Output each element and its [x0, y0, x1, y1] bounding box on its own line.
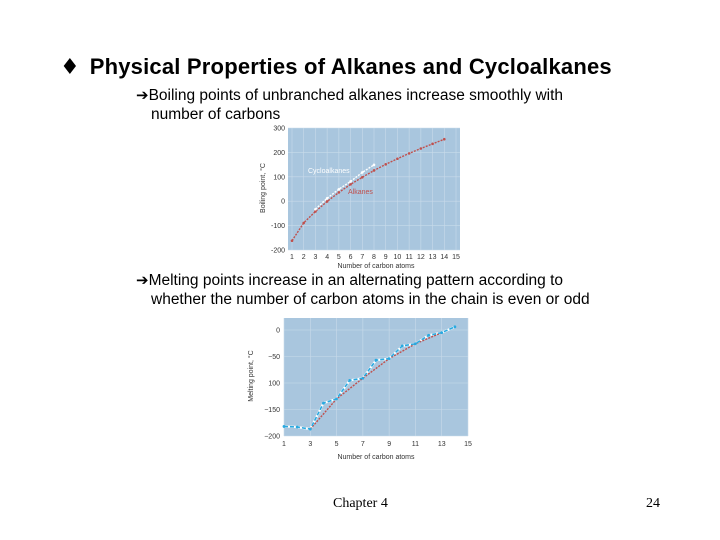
- boiling-data-point: [372, 169, 376, 172]
- boiling-data-point: [384, 163, 388, 166]
- boiling-data-point: [349, 180, 352, 183]
- boiling-data-point: [337, 187, 341, 191]
- boiling-x-tick-label: 6: [349, 254, 353, 261]
- melting-y-tick-label: −50: [268, 354, 280, 361]
- melting-data-point: [374, 358, 378, 362]
- boiling-x-tick-label: 5: [337, 254, 341, 261]
- boiling-y-tick-label: 100: [273, 174, 285, 181]
- boiling-data-point: [337, 191, 341, 194]
- boiling-x-tick-label: 8: [372, 254, 376, 261]
- boiling-x-tick-label: 3: [313, 254, 317, 261]
- melting-x-tick-label: 11: [412, 441, 419, 448]
- melting-data-point: [282, 425, 286, 428]
- melting-x-tick-label: 7: [361, 441, 365, 448]
- boiling-data-point: [431, 142, 434, 146]
- melting-data-point: [348, 378, 352, 382]
- bullet-melting: ➔Melting points increase in an alternati…: [136, 271, 696, 309]
- boiling-legend-alkanes: Alkanes: [348, 189, 373, 196]
- boiling-data-point: [325, 196, 329, 200]
- melting-data-point: [400, 344, 404, 348]
- bullet-melting-line1: Melting points increase in an alternatin…: [148, 272, 564, 289]
- boiling-x-tick-label: 10: [394, 254, 402, 261]
- boiling-legend-cycloalkanes: Cycloalkanes: [308, 168, 350, 175]
- boiling-data-point: [302, 221, 306, 225]
- melting-data-point: [322, 401, 325, 405]
- boiling-data-point: [442, 137, 446, 141]
- boiling-data-point: [360, 171, 364, 174]
- boiling-y-tick-label: 0: [281, 199, 285, 206]
- bullet-boiling: ➔Boiling points of unbranched alkanes in…: [136, 86, 696, 124]
- footer-chapter: Chapter 4: [333, 496, 388, 511]
- melting-data-point: [427, 333, 430, 337]
- melting-chart-panel: [284, 318, 468, 436]
- melting-y-tick-label: −150: [264, 407, 280, 414]
- bullet-boiling-line2: number of carbons: [151, 106, 281, 123]
- melting-y-tick-label: 100: [268, 381, 280, 388]
- melting-data-point: [335, 397, 338, 401]
- slide-title: Physical Properties of Alkanes and Cyclo…: [89, 54, 612, 79]
- melting-y-axis-label: Melting point, °C: [247, 350, 255, 401]
- boiling-x-tick-label: 15: [452, 254, 460, 261]
- boiling-data-point: [325, 200, 329, 203]
- boiling-data-point: [419, 147, 423, 150]
- melting-x-tick-label: 9: [387, 441, 391, 448]
- boiling-x-tick-label: 14: [440, 254, 448, 261]
- boiling-y-tick-label: -200: [271, 248, 285, 255]
- melting-y-tick-label: −200: [264, 434, 280, 441]
- melting-data-point: [308, 427, 312, 431]
- boiling-data-point: [290, 239, 294, 243]
- boiling-data-point: [407, 152, 411, 155]
- boiling-x-axis-label: Number of carbon atoms: [337, 263, 415, 270]
- melting-data-point: [414, 342, 417, 346]
- boiling-x-tick-label: 12: [417, 254, 425, 261]
- boiling-series-line-1: [314, 164, 375, 210]
- diamond-bullet-icon: ♦: [60, 54, 80, 80]
- boiling-x-tick-label: 9: [384, 254, 388, 261]
- boiling-y-axis-label: Boiling point, °C: [259, 163, 267, 213]
- boiling-y-tick-label: 300: [273, 126, 285, 133]
- boiling-data-point: [349, 183, 352, 186]
- melting-x-tick-label: 1: [282, 441, 286, 448]
- boiling-data-point: [314, 207, 317, 211]
- melting-x-tick-label: 3: [308, 441, 312, 448]
- melting-data-point: [440, 331, 444, 335]
- boiling-data-point: [396, 157, 399, 161]
- boiling-x-tick-label: 11: [406, 254, 413, 261]
- melting-x-tick-label: 15: [464, 441, 472, 448]
- melting-trend-line: [309, 332, 442, 430]
- boiling-x-tick-label: 4: [325, 254, 329, 261]
- boiling-data-point: [360, 175, 364, 179]
- page-number: 24: [646, 496, 660, 511]
- melting-series-line: [283, 326, 456, 430]
- boiling-data-point: [372, 163, 376, 167]
- boiling-x-tick-label: 1: [290, 254, 294, 261]
- arrow-bullet-icon: ➔: [136, 86, 149, 104]
- boiling-y-tick-label: -100: [271, 223, 285, 230]
- boiling-y-tick-label: 200: [273, 150, 285, 157]
- melting-x-tick-label: 5: [335, 441, 339, 448]
- boiling-data-point: [314, 210, 317, 213]
- melting-x-tick-label: 13: [438, 441, 446, 448]
- melting-x-axis-label: Number of carbon atoms: [337, 454, 415, 461]
- melting-data-point: [453, 325, 457, 329]
- melting-data-point: [295, 425, 299, 429]
- melting-data-point: [387, 357, 391, 361]
- melting-y-tick-label: 0: [276, 328, 280, 335]
- boiling-x-tick-label: 2: [302, 254, 306, 261]
- bullet-melting-line2: whether the number of carbon atoms in th…: [151, 291, 590, 308]
- title-row: ♦ Physical Properties of Alkanes and Cyc…: [60, 54, 612, 80]
- melting-data-point: [361, 376, 365, 380]
- arrow-bullet-icon: ➔: [136, 271, 149, 289]
- boiling-series-line-0: [291, 138, 445, 242]
- bullet-boiling-line1: Boiling points of unbranched alkanes inc…: [148, 87, 564, 104]
- boiling-x-tick-label: 7: [360, 254, 364, 261]
- boiling-x-tick-label: 13: [429, 254, 437, 261]
